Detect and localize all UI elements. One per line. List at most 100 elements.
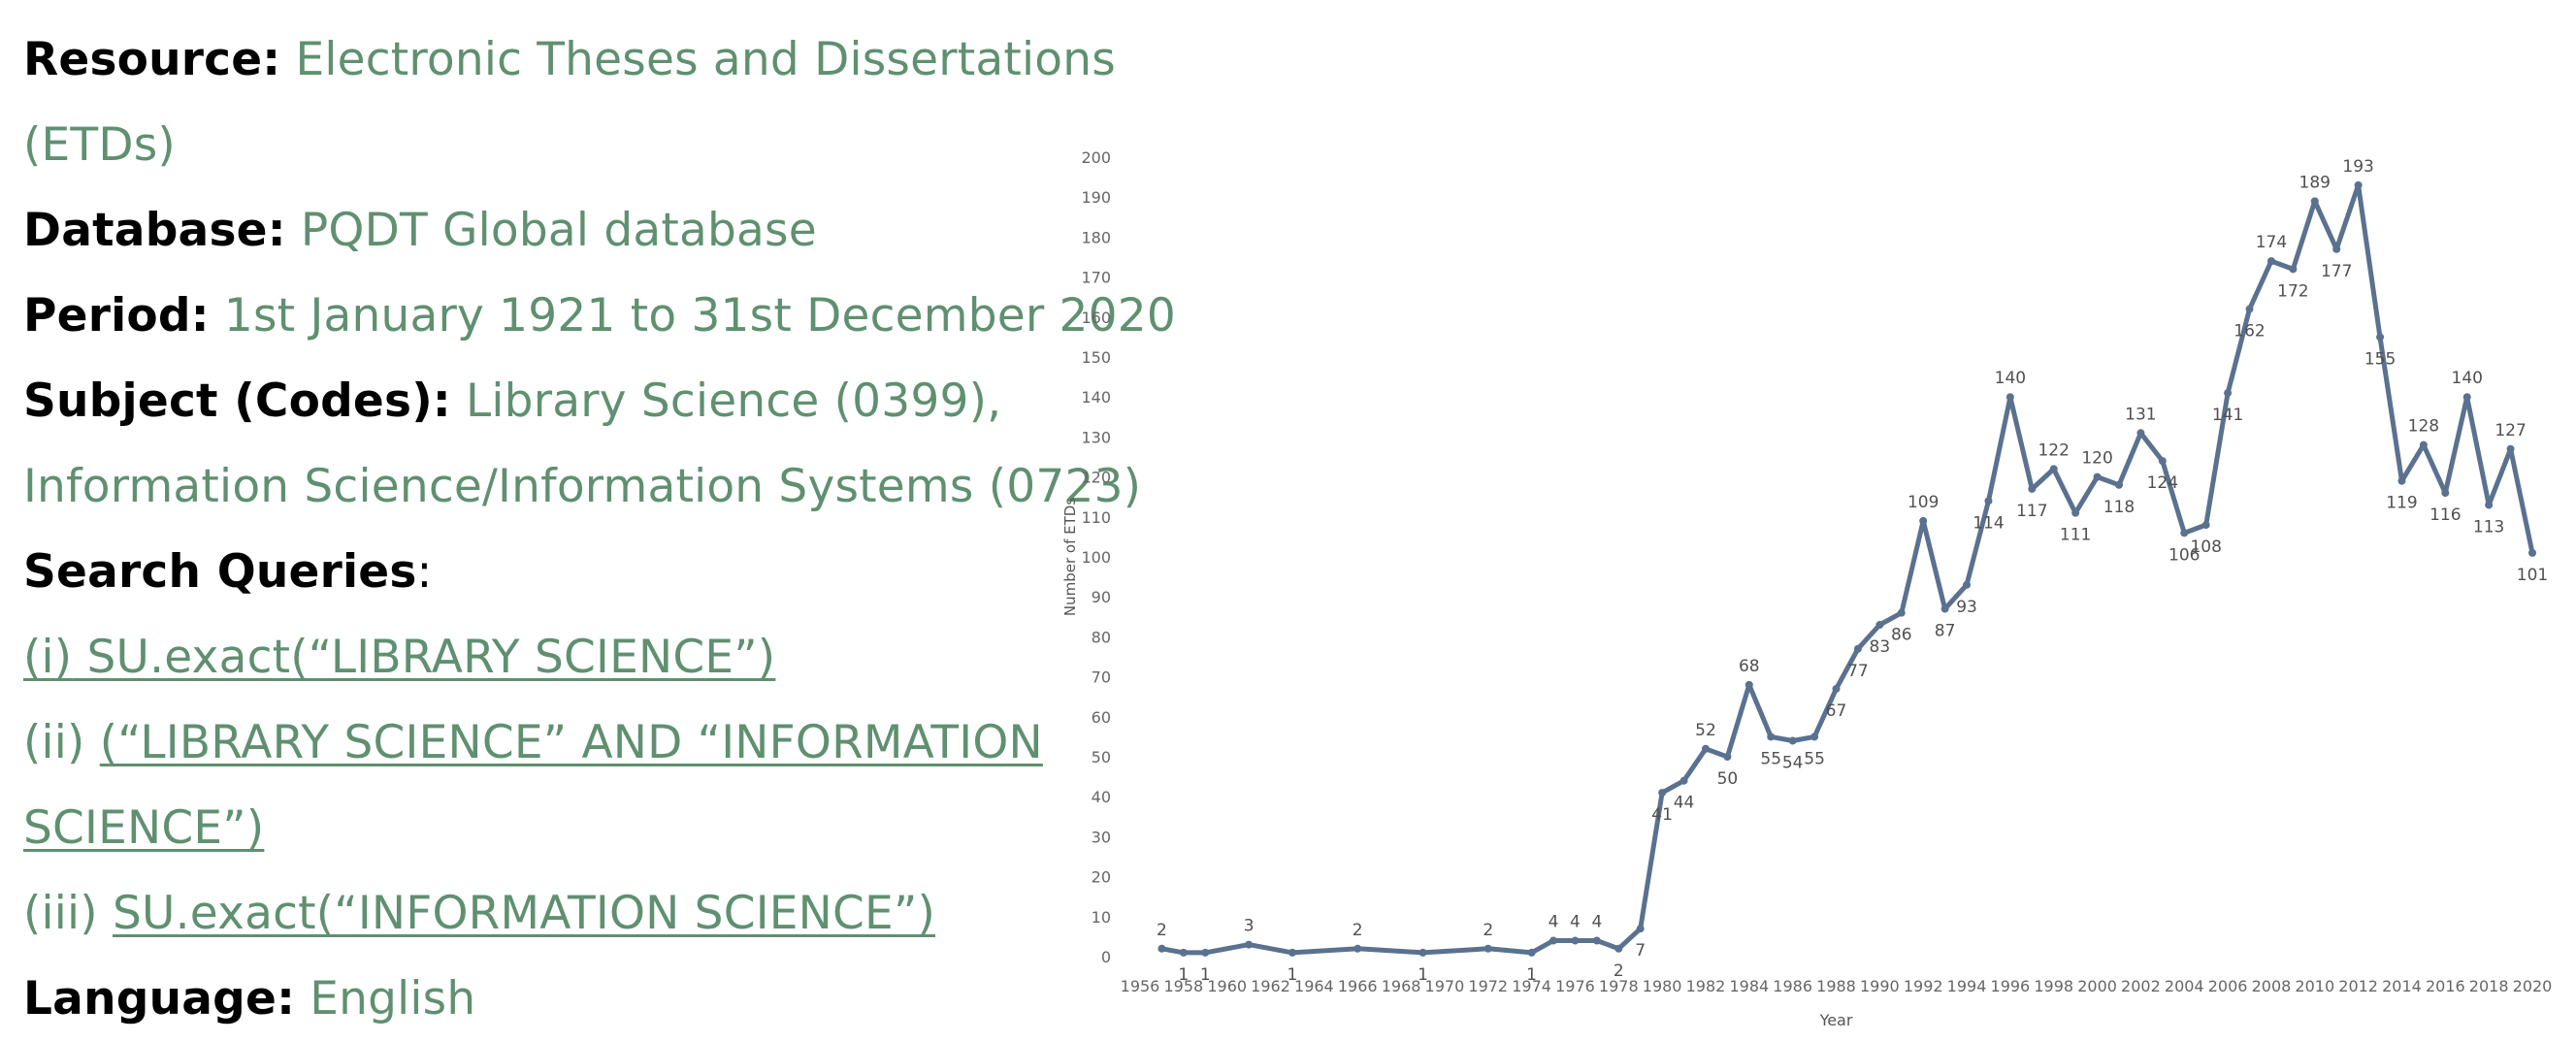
subject-line: Subject (Codes): Library Science (0399), [23,359,1052,444]
etd-line-chart: 0 10 20 30 40 50 60 70 80 90 100 110 120 130 140 150 160… [1058,136,2576,1032]
y-tick-label: 170 [1081,269,1111,287]
subject-value: Library Science (0399), [466,374,1002,428]
data-label: 124 [2147,473,2178,493]
data-point [1745,680,1753,689]
x-tick-label: 1968 [1382,977,1421,995]
data-label: 119 [2386,494,2417,513]
resource-line-continued: (ETDs) [23,103,1052,188]
query-2-link[interactable]: (“LIBRARY SCIENCE” AND “INFORMATION [99,716,1043,769]
data-point [1963,580,1972,589]
data-label: 44 [1674,794,1695,813]
data-label: 2 [1157,921,1167,940]
y-tick-label: 140 [1081,388,1111,407]
database-line: Database: PQDT Global database [23,188,1052,274]
data-point [1158,944,1166,953]
x-tick-label: 1998 [2034,977,2073,995]
x-tick-label: 1980 [1643,977,1682,995]
data-point [1288,948,1296,957]
y-tick-label: 10 [1092,908,1111,927]
query-1-prefix[interactable]: (i) [23,631,73,684]
x-tick-label: 2016 [2426,977,2465,995]
y-tick-label: 150 [1081,348,1111,367]
database-value: PQDT Global database [300,204,817,257]
queries-colon: : [416,545,433,599]
y-tick-label: 40 [1092,788,1111,806]
data-point [2462,393,2471,402]
resource-value: Electronic Theses and Dissertations [295,33,1116,86]
data-label: 54 [1782,754,1804,773]
data-point [1723,753,1732,761]
database-label: Database: [23,204,286,257]
data-label: 4 [1570,913,1581,932]
data-point [2397,476,2406,485]
query-1-link[interactable]: SU.exact(“LIBRARY SCIENCE”) [72,631,776,684]
data-point [2266,257,2275,266]
x-tick-label: 1978 [1599,977,1639,995]
x-tick-label: 1970 [1425,977,1465,995]
x-tick-label: 1982 [1686,977,1726,995]
y-tick-label: 80 [1092,628,1111,646]
data-point [1592,936,1601,945]
query-3-link[interactable]: SU.exact(“INFORMATION SCIENCE”) [113,887,936,940]
data-label: 193 [2342,157,2373,177]
subject-line-continued: Information Science/Information Systems … [23,444,1141,530]
x-tick-label: 1966 [1338,977,1378,995]
data-point [2528,548,2536,557]
resource-line: Resource: Electronic Theses and Disserta… [23,17,1116,103]
data-label: 101 [2517,566,2548,585]
y-tick-label: 20 [1092,868,1111,887]
data-point [1788,736,1797,745]
query-2-link-continued[interactable]: SCIENCE”) [23,801,265,855]
y-tick-label: 180 [1081,228,1111,246]
x-tick-label: 2000 [2077,977,2117,995]
data-point [1875,621,1884,630]
period-line: Period: 1st January 1921 to 31st Decembe… [23,274,1176,359]
data-point [1810,733,1819,741]
data-point [2071,508,2080,517]
data-label: 68 [1739,657,1760,676]
queries-label: Search Queries [23,545,417,599]
data-point [1853,644,1862,653]
x-tick-label: 1986 [1773,977,1812,995]
x-tick-label: 2002 [2121,977,2161,995]
y-tick-label: 200 [1081,148,1111,167]
data-point [2136,429,2145,438]
x-tick-label: 1972 [1468,977,1508,995]
chart-svg: 0102030405060708090100110120130140150160… [1061,148,2552,1029]
x-tick-label: 1976 [1555,977,1595,995]
language-line: Language: English [23,957,1052,1042]
data-label: 1 [1178,965,1189,985]
data-label: 83 [1870,637,1891,657]
data-label: 117 [2016,502,2047,521]
data-label: 108 [2190,537,2221,557]
data-label: 131 [2125,405,2156,424]
data-point [2245,305,2254,313]
language-label: Language: [23,972,296,1026]
data-label: 140 [1995,369,2026,388]
data-point [1614,944,1623,953]
period-label: Period: [23,289,210,342]
resource-label: Resource: [23,33,281,86]
data-point [2005,393,2014,402]
y-tick-label: 60 [1092,708,1111,727]
subject-label: Subject (Codes): [23,374,451,428]
resource-value-continued: (ETDs) [23,118,176,172]
data-point [2114,480,2123,489]
x-tick-label: 2014 [2382,977,2422,995]
data-label: 3 [1244,917,1255,936]
x-tick-label: 1962 [1251,977,1290,995]
x-tick-label: 1956 [1121,977,1160,995]
data-point [1919,516,1928,525]
y-tick-label: 110 [1081,508,1111,527]
x-tick-label: 1984 [1729,977,1769,995]
data-label: 122 [2038,440,2069,460]
y-tick-label: 50 [1092,748,1111,766]
data-point [1418,948,1427,957]
data-label: 87 [1935,622,1956,641]
data-label: 4 [1591,913,1602,932]
data-point [2354,180,2363,189]
data-point [2093,472,2102,481]
data-label: 55 [1804,749,1825,768]
data-point [2158,457,2167,466]
data-label: 118 [2103,498,2135,517]
